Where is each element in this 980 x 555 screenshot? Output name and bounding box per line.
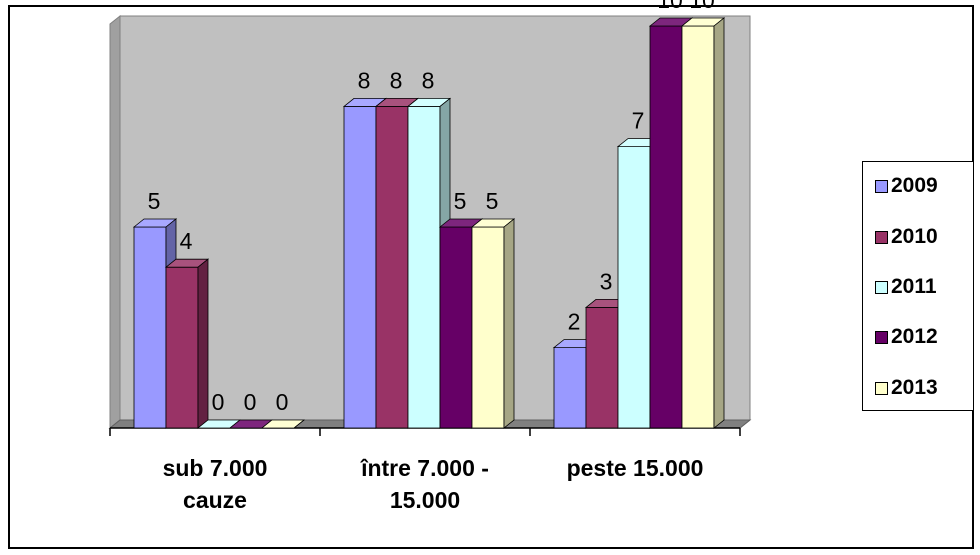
data-label-2012-1: 5 xyxy=(454,188,467,214)
data-label-2012-2: 10 xyxy=(657,0,683,13)
data-label-2012-0: 0 xyxy=(244,389,257,415)
legend-item-2013: 2013 xyxy=(875,376,938,400)
legend-item-2012: 2012 xyxy=(875,325,938,349)
legend: 2009 2010 2011 2012 2013 xyxy=(862,161,974,411)
legend-label-2011: 2011 xyxy=(891,275,937,298)
legend-swatch-2010 xyxy=(875,230,888,244)
data-label-2013-2: 10 xyxy=(689,0,715,13)
bar-side-2013-0 xyxy=(293,419,305,429)
data-label-2011-0: 0 xyxy=(212,389,225,415)
bar-2012-1 xyxy=(439,226,473,429)
legend-swatch-2009 xyxy=(875,179,888,193)
bar-2011-2 xyxy=(617,146,651,429)
data-label-2009-0: 5 xyxy=(148,188,161,214)
legend-label-2012: 2012 xyxy=(891,325,938,348)
bar-2009-1 xyxy=(343,106,377,429)
plot-side-wall xyxy=(109,14,121,430)
data-label-2010-2: 3 xyxy=(600,268,613,294)
legend-swatch-2012 xyxy=(875,330,888,344)
legend-label-2010: 2010 xyxy=(891,225,938,248)
data-label-2011-2: 7 xyxy=(632,108,645,134)
bar-2013-1 xyxy=(471,226,505,429)
bar-side-2010-0 xyxy=(197,258,209,429)
data-label-2013-1: 5 xyxy=(486,188,499,214)
data-label-2009-1: 8 xyxy=(358,67,371,93)
legend-item-2011: 2011 xyxy=(875,275,937,299)
bar-2009-2 xyxy=(553,347,587,429)
data-label-2009-2: 2 xyxy=(568,309,581,335)
bar-2013-2 xyxy=(681,25,715,429)
legend-label-2009: 2009 xyxy=(891,174,938,197)
category-label-0: sub 7.000 cauze xyxy=(162,455,268,513)
data-label-2010-1: 8 xyxy=(390,67,403,93)
bar-side-2013-1 xyxy=(503,218,515,429)
legend-item-2010: 2010 xyxy=(875,225,938,249)
legend-swatch-2011 xyxy=(875,280,888,294)
category-label-1: între 7.000 -15.000 xyxy=(361,455,489,513)
bar-2010-1 xyxy=(375,106,409,429)
bar-2012-2 xyxy=(649,25,683,429)
bar-2010-2 xyxy=(585,306,619,429)
bar-2011-1 xyxy=(407,106,441,429)
bar-2010-0 xyxy=(165,266,199,429)
data-label-2011-1: 8 xyxy=(422,67,435,93)
bar-2009-0 xyxy=(133,226,167,429)
legend-item-2009: 2009 xyxy=(875,174,938,198)
legend-swatch-2013 xyxy=(875,381,888,395)
legend-label-2013: 2013 xyxy=(891,376,938,399)
data-label-2013-0: 0 xyxy=(276,389,289,415)
category-label-2: peste 15.000 xyxy=(566,455,704,481)
bar-side-2013-2 xyxy=(713,17,725,429)
data-label-2010-0: 4 xyxy=(180,228,193,254)
